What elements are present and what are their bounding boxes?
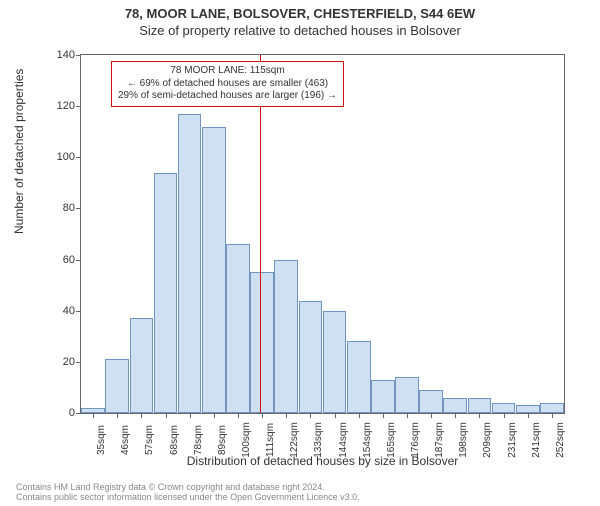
histogram-bar <box>105 359 129 413</box>
y-tick-mark <box>76 55 81 56</box>
histogram-bar <box>154 173 178 413</box>
x-tick-label: 144sqm <box>338 422 349 458</box>
chart-subtitle: Size of property relative to detached ho… <box>0 23 600 38</box>
x-tick-label: 165sqm <box>386 422 397 458</box>
x-tick-mark <box>141 413 142 418</box>
x-tick-label: 57sqm <box>144 425 155 455</box>
histogram-bar <box>178 114 202 413</box>
y-tick-label: 0 <box>45 407 75 419</box>
histogram-bar <box>395 377 419 413</box>
y-tick-mark <box>76 311 81 312</box>
x-tick-label: 100sqm <box>241 422 252 458</box>
histogram-bar <box>299 301 323 414</box>
x-tick-mark <box>407 413 408 418</box>
x-tick-label: 209sqm <box>482 422 493 458</box>
histogram-bar <box>250 272 274 413</box>
y-tick-label: 20 <box>45 356 75 368</box>
histogram-bar <box>443 398 467 413</box>
histogram-bar <box>371 380 395 413</box>
x-tick-mark <box>214 413 215 418</box>
y-tick-mark <box>76 362 81 363</box>
histogram-bar <box>492 403 516 413</box>
y-tick-label: 120 <box>45 100 75 112</box>
x-tick-label: 68sqm <box>169 425 180 455</box>
histogram-bar <box>419 390 443 413</box>
x-tick-mark <box>286 413 287 418</box>
info-line-1: 78 MOOR LANE: 115sqm <box>118 65 337 78</box>
x-tick-mark <box>455 413 456 418</box>
x-tick-label: 252sqm <box>555 422 566 458</box>
x-tick-label: 241sqm <box>531 422 542 458</box>
histogram-bar <box>468 398 492 413</box>
x-tick-mark <box>528 413 529 418</box>
y-tick-label: 100 <box>45 151 75 163</box>
x-tick-mark <box>238 413 239 418</box>
x-tick-mark <box>93 413 94 418</box>
x-tick-label: 78sqm <box>193 425 204 455</box>
marker-info-box: 78 MOOR LANE: 115sqm ← 69% of detached h… <box>111 61 344 107</box>
y-tick-label: 60 <box>45 254 75 266</box>
x-tick-mark <box>431 413 432 418</box>
histogram-bar <box>516 405 540 413</box>
y-tick-label: 80 <box>45 202 75 214</box>
x-tick-mark <box>335 413 336 418</box>
x-tick-label: 198sqm <box>458 422 469 458</box>
x-tick-mark <box>383 413 384 418</box>
x-tick-label: 231sqm <box>507 422 518 458</box>
info-line-2: ← 69% of detached houses are smaller (46… <box>118 78 337 91</box>
y-tick-mark <box>76 106 81 107</box>
x-tick-label: 176sqm <box>410 422 421 458</box>
histogram-bar <box>202 127 226 413</box>
footer-credits: Contains HM Land Registry data © Crown c… <box>16 482 360 502</box>
x-tick-label: 111sqm <box>265 423 276 457</box>
x-tick-mark <box>359 413 360 418</box>
marker-line <box>260 55 261 413</box>
footer-line-2: Contains public sector information licen… <box>16 492 360 502</box>
histogram-bar <box>347 341 371 413</box>
x-tick-label: 187sqm <box>434 422 445 458</box>
x-tick-label: 89sqm <box>217 425 228 455</box>
x-tick-label: 133sqm <box>313 422 324 458</box>
info-line-3: 29% of semi-detached houses are larger (… <box>118 90 337 103</box>
y-tick-mark <box>76 157 81 158</box>
y-tick-mark <box>76 208 81 209</box>
x-tick-mark <box>190 413 191 418</box>
footer-line-1: Contains HM Land Registry data © Crown c… <box>16 482 360 492</box>
x-tick-label: 154sqm <box>362 422 373 458</box>
x-axis-label: Distribution of detached houses by size … <box>80 454 565 468</box>
y-tick-mark <box>76 260 81 261</box>
y-tick-label: 140 <box>45 49 75 61</box>
x-tick-label: 122sqm <box>289 422 300 458</box>
x-tick-label: 35sqm <box>96 425 107 455</box>
x-tick-mark <box>479 413 480 418</box>
histogram-bar <box>540 403 564 413</box>
x-tick-mark <box>166 413 167 418</box>
x-tick-mark <box>552 413 553 418</box>
y-axis-label: Number of detached properties <box>12 69 26 234</box>
x-tick-mark <box>310 413 311 418</box>
histogram-bar <box>274 260 298 413</box>
plot-area: 78 MOOR LANE: 115sqm ← 69% of detached h… <box>80 54 565 414</box>
histogram-bar <box>226 244 250 413</box>
y-tick-mark <box>76 413 81 414</box>
x-tick-mark <box>504 413 505 418</box>
x-tick-label: 46sqm <box>120 425 131 455</box>
histogram-bar <box>130 318 154 413</box>
chart-title: 78, MOOR LANE, BOLSOVER, CHESTERFIELD, S… <box>0 6 600 21</box>
y-tick-label: 40 <box>45 305 75 317</box>
x-tick-mark <box>262 413 263 418</box>
histogram-bar <box>323 311 347 413</box>
x-tick-mark <box>117 413 118 418</box>
